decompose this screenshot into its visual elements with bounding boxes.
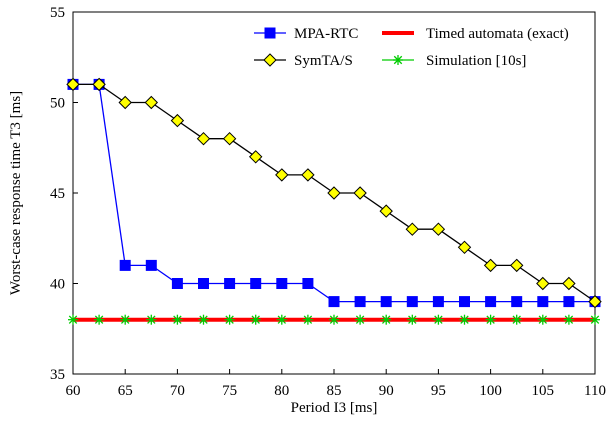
x-tick-label: 90 <box>379 383 394 399</box>
data-point-simulation-10s <box>563 314 574 325</box>
x-tick-label: 110 <box>584 383 606 399</box>
legend: MPA-RTC Timed automata (exact) SymTA/S Simu… <box>254 26 569 69</box>
data-point-symta-s <box>509 258 524 273</box>
data-point-simulation-10s <box>224 314 235 325</box>
data-point-symta-s <box>275 168 289 182</box>
data-point-mpa-rtc <box>145 259 157 271</box>
x-tick-label: 75 <box>222 383 237 399</box>
data-point-mpa-rtc <box>432 296 444 308</box>
data-point-symta-s <box>457 240 472 255</box>
data-point-simulation-10s <box>485 314 496 325</box>
legend-marker-mpa-rtc <box>264 27 276 39</box>
data-point-symta-s <box>66 77 80 92</box>
data-point-simulation-10s <box>590 314 600 325</box>
data-point-symta-s <box>301 168 315 182</box>
data-point-simulation-10s <box>198 314 209 325</box>
data-point-symta-s <box>536 276 550 291</box>
data-point-mpa-rtc <box>563 296 575 308</box>
data-point-simulation-10s <box>68 314 78 325</box>
x-tick-label: 105 <box>532 383 555 399</box>
x-tick-label: 65 <box>118 383 133 399</box>
data-point-mpa-rtc <box>485 296 497 308</box>
y-tick-label: 35 <box>50 367 65 383</box>
legend-label-timed-automata-exact: Timed automata (exact) <box>426 26 569 42</box>
x-tick-label: 100 <box>479 383 502 399</box>
data-point-simulation-10s <box>407 314 418 325</box>
x-tick-label: 70 <box>170 383 185 399</box>
data-point-symta-s <box>327 186 341 200</box>
data-point-mpa-rtc <box>171 278 183 289</box>
data-point-symta-s <box>483 258 498 273</box>
data-point-simulation-10s <box>302 314 313 325</box>
x-tick-label: 60 <box>66 383 81 399</box>
data-point-simulation-10s <box>94 314 105 325</box>
data-point-symta-s <box>562 276 576 291</box>
data-point-symta-s <box>431 222 446 236</box>
legend-label-mpa-rtc: MPA-RTC <box>294 26 358 42</box>
axis-ticks: 60 65 70 75 80 85 90 95 100 105 110 35 40 45 50 55 <box>50 5 606 399</box>
x-axis-title: Period I3 [ms] <box>291 400 378 416</box>
data-point-symta-s <box>222 131 237 146</box>
y-axis-title: Worst-case response time T3 [ms] <box>8 91 24 295</box>
data-point-symta-s <box>588 294 602 309</box>
data-point-symta-s <box>144 95 159 110</box>
legend-marker-symta-s <box>263 53 277 67</box>
data-point-symta-s <box>405 222 420 236</box>
data-point-simulation-10s <box>511 314 522 325</box>
data-point-simulation-10s <box>329 314 339 325</box>
y-tick-label: 40 <box>50 277 65 293</box>
legend-label-simulation-10s: Simulation [10s] <box>426 53 526 69</box>
y-tick-label: 55 <box>50 5 65 21</box>
series-marks <box>66 77 602 325</box>
data-point-simulation-10s <box>250 314 261 325</box>
data-point-symta-s <box>353 186 367 200</box>
data-point-simulation-10s <box>355 314 366 325</box>
data-point-mpa-rtc <box>354 296 366 308</box>
data-point-simulation-10s <box>120 314 131 325</box>
data-point-symta-s <box>170 113 185 128</box>
y-tick-label: 45 <box>50 186 65 202</box>
y-tick-label: 50 <box>50 96 65 112</box>
data-point-symta-s <box>248 150 263 164</box>
data-point-simulation-10s <box>381 314 392 325</box>
data-point-simulation-10s <box>537 314 548 325</box>
legend-marker-simulation-10s <box>393 55 403 65</box>
data-point-mpa-rtc <box>250 278 262 289</box>
data-point-mpa-rtc <box>537 296 549 308</box>
data-point-mpa-rtc <box>224 278 236 289</box>
data-point-mpa-rtc <box>511 296 523 308</box>
data-point-mpa-rtc <box>328 296 340 308</box>
data-point-symta-s <box>118 95 132 110</box>
data-point-simulation-10s <box>172 314 183 325</box>
data-point-mpa-rtc <box>302 278 314 289</box>
x-tick-label: 85 <box>327 383 342 399</box>
data-point-mpa-rtc <box>276 278 288 289</box>
data-point-mpa-rtc <box>380 296 392 308</box>
data-point-symta-s <box>379 204 393 218</box>
data-point-simulation-10s <box>146 314 157 325</box>
data-point-simulation-10s <box>276 314 287 325</box>
data-point-symta-s <box>92 77 106 92</box>
data-point-symta-s <box>196 131 211 146</box>
data-point-mpa-rtc <box>198 278 209 289</box>
data-point-simulation-10s <box>459 314 470 325</box>
legend-label-symta-s: SymTA/S <box>294 53 353 69</box>
data-point-mpa-rtc <box>406 296 418 308</box>
x-tick-label: 80 <box>274 383 289 399</box>
data-point-simulation-10s <box>433 314 444 325</box>
data-point-mpa-rtc <box>459 296 470 308</box>
x-tick-label: 95 <box>431 383 446 399</box>
data-point-mpa-rtc <box>119 259 131 271</box>
